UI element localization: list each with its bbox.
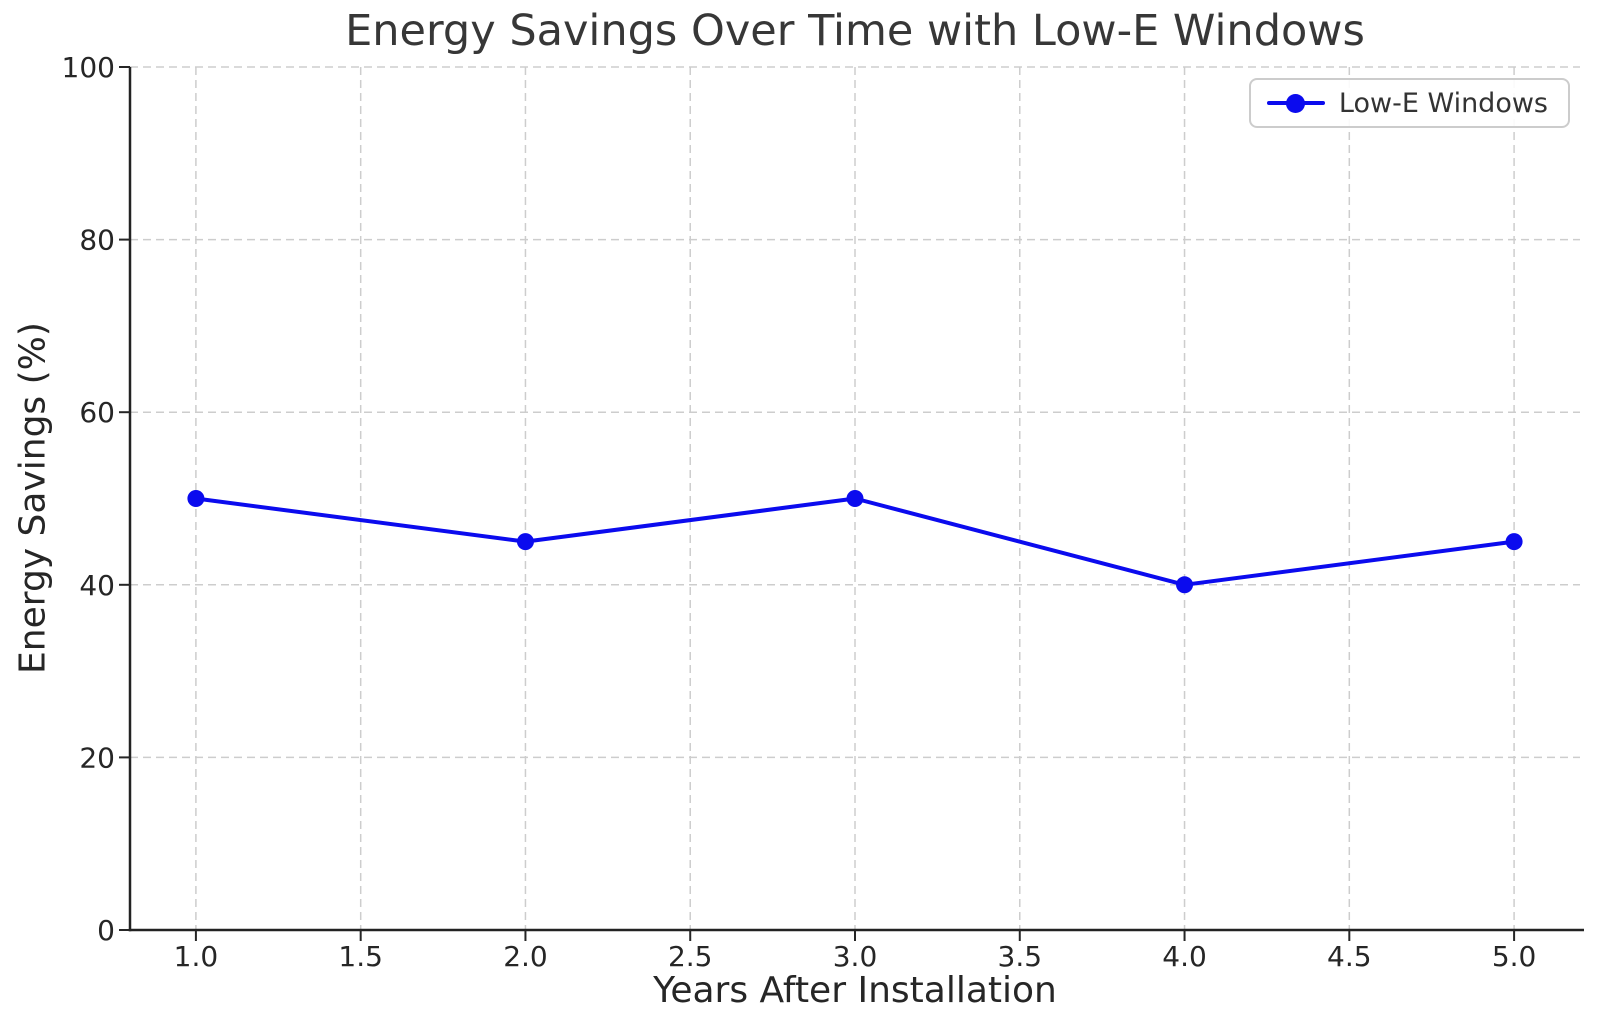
data-point [187, 490, 205, 507]
x-tick-label: 4.5 [1327, 940, 1372, 973]
data-point [516, 533, 534, 551]
chart-title: Energy Savings Over Time with Low-E Wind… [345, 6, 1365, 56]
x-tick-label: 2.0 [503, 940, 548, 973]
legend-dot-swatch [1286, 93, 1306, 113]
y-tick-label: 40 [79, 569, 115, 602]
y-tick-label: 60 [79, 396, 115, 429]
legend: Low-E Windows [1248, 78, 1570, 128]
y-tick-label: 20 [79, 741, 115, 774]
data-point [1505, 533, 1523, 551]
legend-line-marker-icon [1266, 93, 1325, 113]
x-tick-label: 2.5 [668, 940, 713, 973]
x-tick-label: 3.0 [833, 940, 878, 973]
data-point [1176, 576, 1194, 594]
x-tick-label: 3.5 [998, 940, 1043, 973]
y-axis-label: Energy Savings (%) [12, 322, 54, 674]
x-tick-label: 1.5 [338, 940, 383, 973]
data-point [846, 490, 864, 507]
x-tick-label: 1.0 [174, 940, 219, 973]
legend-label: Low-E Windows [1338, 87, 1548, 119]
x-tick-label: 4.0 [1162, 940, 1207, 973]
y-tick-label: 100 [62, 51, 115, 84]
y-tick-label: 0 [97, 914, 115, 947]
x-axis-label: Years After Installation [653, 970, 1057, 1011]
y-tick-label: 80 [79, 224, 115, 257]
x-tick-label: 5.0 [1492, 940, 1537, 973]
